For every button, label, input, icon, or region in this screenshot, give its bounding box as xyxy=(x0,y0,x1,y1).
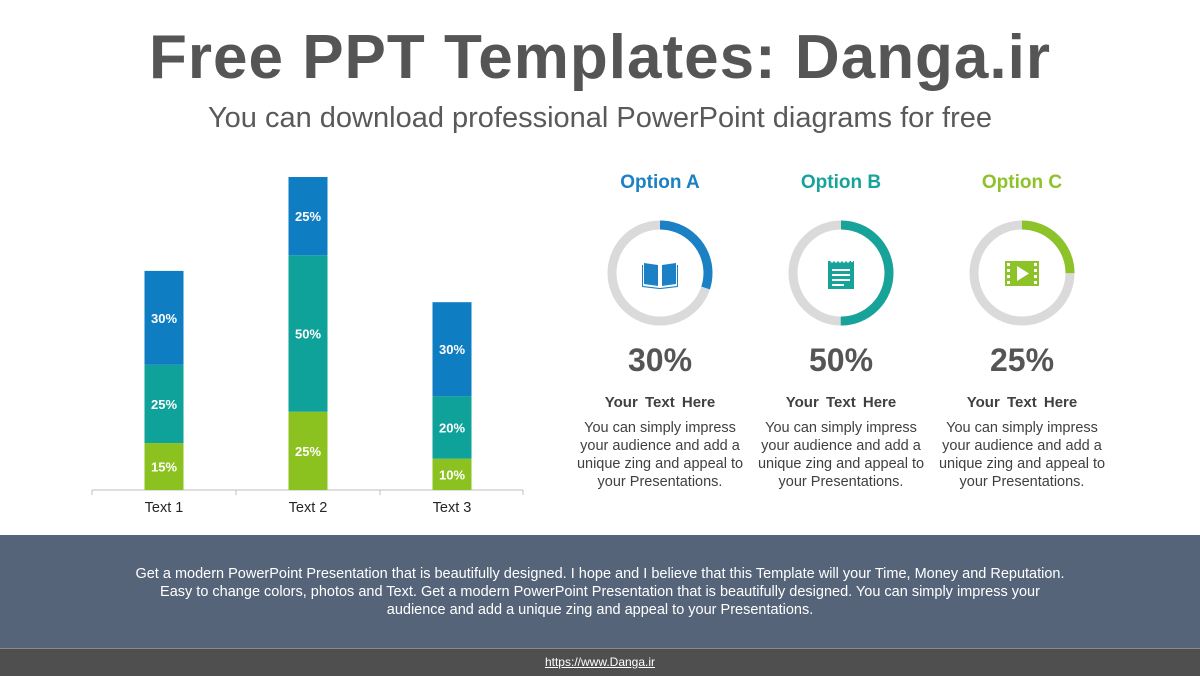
x-tick-label: Text 3 xyxy=(433,500,472,516)
option-c-percent: 25% xyxy=(989,342,1055,378)
bar-segment xyxy=(144,270,184,365)
page-subtitle: You can download professional PowerPoint… xyxy=(207,102,992,134)
bar-segment xyxy=(432,458,472,490)
footer-panel: Get a modern PowerPoint Presentation tha… xyxy=(0,535,1200,648)
footer-text: Get a modern PowerPoint Presentation tha… xyxy=(135,566,1065,618)
bar-data-label: 25% xyxy=(295,209,321,224)
bar-segment xyxy=(432,396,472,459)
bar-data-label: 20% xyxy=(439,420,465,435)
option-c-progress-ring xyxy=(967,218,1077,328)
bar-data-label: 50% xyxy=(295,327,321,342)
book-icon xyxy=(642,263,678,289)
bar-segment xyxy=(288,255,328,412)
bottom-bar: https://www.Danga.ir xyxy=(0,648,1200,676)
bar-segment xyxy=(432,302,472,397)
bar-data-label: 15% xyxy=(151,460,177,475)
option-b-description: You can simply impress your audience and… xyxy=(757,420,925,490)
option-c-card: Option C 25% Your Text Here You can simp… xyxy=(937,172,1107,491)
x-tick-label: Text 1 xyxy=(145,500,184,516)
x-tick-label: Text 2 xyxy=(289,500,328,516)
option-b-title: Option B xyxy=(800,172,882,193)
option-c-title: Option C xyxy=(981,172,1063,193)
option-a-progress-ring xyxy=(605,218,715,328)
option-b-progress-ring xyxy=(786,218,896,328)
option-c-description: You can simply impress your audience and… xyxy=(938,420,1106,490)
bar-data-label: 10% xyxy=(439,467,465,482)
option-a-description: You can simply impress your audience and… xyxy=(576,420,744,490)
option-a-percent: 30% xyxy=(627,342,693,378)
bar-data-label: 30% xyxy=(439,342,465,357)
stacked-bar-chart: 15% 25% 30% Text 1 25% 50% 25% Text 2 10% 20% 30% T… xyxy=(91,177,524,516)
website-link[interactable]: https://www.Danga.ir xyxy=(544,655,656,669)
option-b-card: Option B 50% Your Text Here You can simp… xyxy=(756,172,926,491)
option-b-heading: Your Text Here xyxy=(785,394,897,411)
bar-data-label: 25% xyxy=(295,444,321,459)
option-a-card: Option A 30% Your Text Here You can simp… xyxy=(575,172,745,491)
page-title: Free PPT Templates: Danga.ir xyxy=(149,23,1051,92)
bar-data-label: 25% xyxy=(151,397,177,412)
option-b-percent: 50% xyxy=(808,342,874,378)
option-c-heading: Your Text Here xyxy=(966,394,1078,411)
bar-segment xyxy=(144,364,184,444)
video-play-icon xyxy=(1005,261,1039,286)
bar-segment xyxy=(144,443,184,490)
bar-segment xyxy=(288,177,328,256)
bar-segment xyxy=(288,411,328,490)
notepad-icon xyxy=(828,259,854,289)
option-a-title: Option A xyxy=(620,172,700,193)
option-a-heading: Your Text Here xyxy=(604,394,716,411)
bar-data-label: 30% xyxy=(151,311,177,326)
